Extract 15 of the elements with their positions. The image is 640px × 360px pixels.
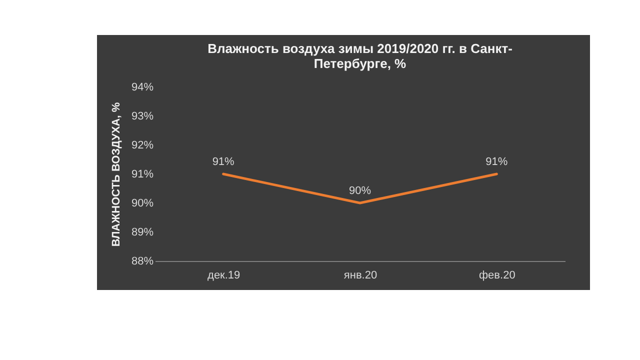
data-label: 91% — [486, 156, 508, 168]
y-tick-label: 88% — [131, 256, 154, 268]
y-axis-title: ВЛАЖНОСТЬ ВОЗДУХА, % — [110, 102, 122, 247]
x-tick-label: дек.19 — [208, 270, 240, 282]
data-label: 91% — [212, 156, 235, 168]
x-tick-label: янв.20 — [344, 270, 378, 282]
y-tick-label: 93% — [131, 110, 154, 122]
y-tick-label: 89% — [131, 226, 154, 238]
y-tick-label: 94% — [131, 82, 154, 94]
chart-title: Влажность воздуха зимы 2019/2020 гг. в Санкт-Петербурге, % — [208, 41, 512, 71]
y-tick-label: 90% — [131, 198, 154, 210]
data-label: 90% — [348, 185, 372, 197]
x-tick-label: фев.20 — [479, 270, 516, 282]
y-tick-label: 92% — [131, 140, 154, 152]
y-tick-label: 91% — [131, 168, 154, 180]
